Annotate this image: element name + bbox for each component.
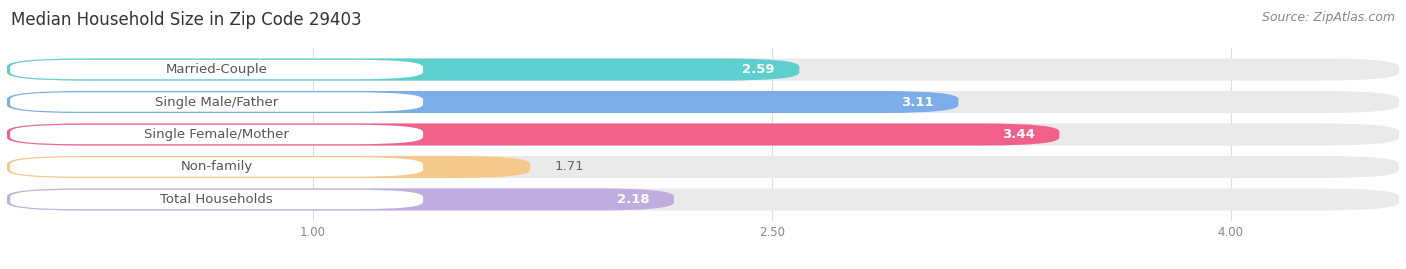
Text: 1.71: 1.71 (554, 161, 585, 174)
Text: Single Female/Mother: Single Female/Mother (145, 128, 290, 141)
Text: 2.59: 2.59 (742, 63, 775, 76)
FancyBboxPatch shape (7, 123, 1399, 146)
FancyBboxPatch shape (7, 156, 530, 178)
Text: Single Male/Father: Single Male/Father (155, 95, 278, 108)
FancyBboxPatch shape (10, 157, 423, 177)
FancyBboxPatch shape (10, 92, 423, 112)
FancyBboxPatch shape (7, 58, 1399, 81)
Text: Median Household Size in Zip Code 29403: Median Household Size in Zip Code 29403 (11, 11, 361, 29)
FancyBboxPatch shape (7, 123, 1059, 146)
FancyBboxPatch shape (7, 156, 1399, 178)
FancyBboxPatch shape (7, 91, 1399, 113)
Text: Non-family: Non-family (180, 161, 253, 174)
FancyBboxPatch shape (7, 58, 800, 81)
Text: Total Households: Total Households (160, 193, 273, 206)
FancyBboxPatch shape (7, 188, 673, 211)
FancyBboxPatch shape (10, 190, 423, 209)
FancyBboxPatch shape (7, 188, 1399, 211)
Text: Source: ZipAtlas.com: Source: ZipAtlas.com (1261, 11, 1395, 24)
Text: Married-Couple: Married-Couple (166, 63, 267, 76)
FancyBboxPatch shape (7, 91, 959, 113)
FancyBboxPatch shape (10, 125, 423, 144)
Text: 3.11: 3.11 (901, 95, 934, 108)
Text: 3.44: 3.44 (1002, 128, 1035, 141)
FancyBboxPatch shape (10, 60, 423, 79)
Text: 2.18: 2.18 (617, 193, 650, 206)
